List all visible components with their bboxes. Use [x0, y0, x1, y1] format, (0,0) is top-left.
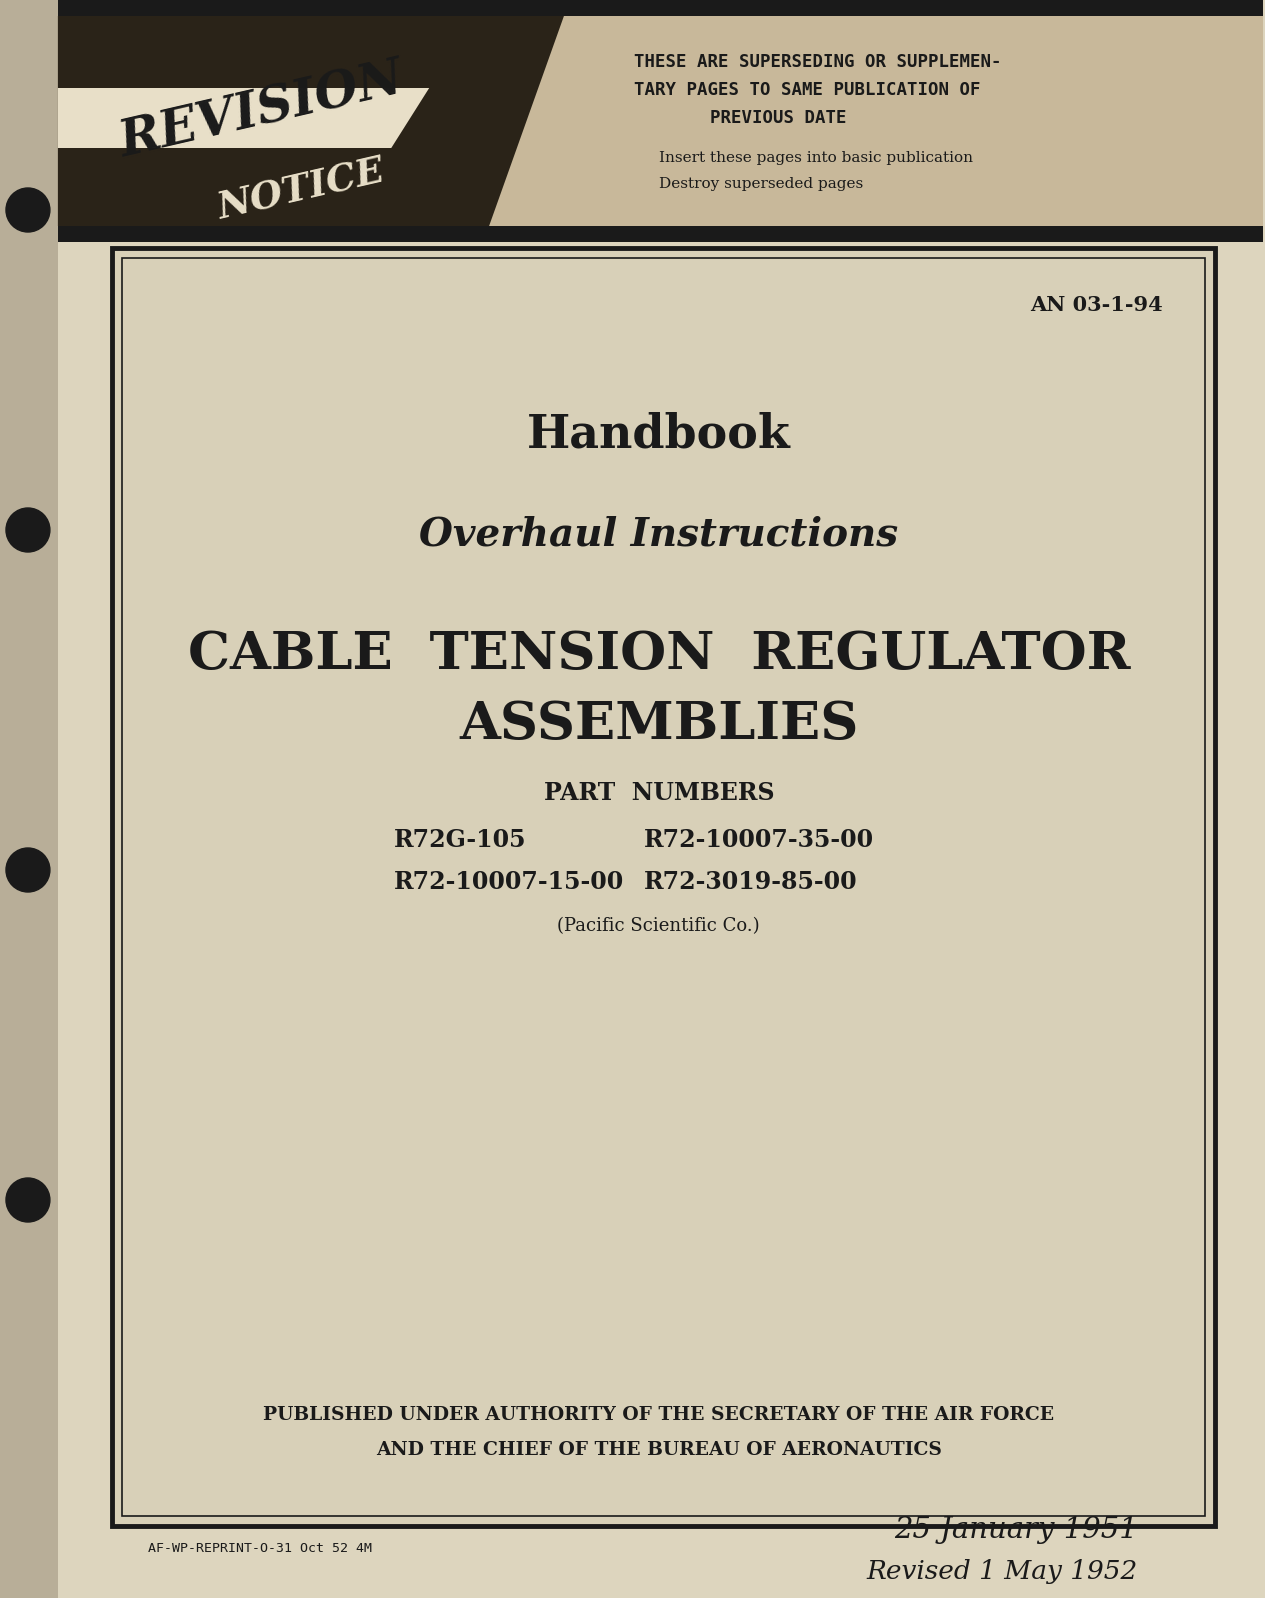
Bar — [111, 248, 1214, 1526]
Bar — [0, 0, 58, 1598]
Bar — [58, 0, 1262, 16]
Text: R72-10007-35-00: R72-10007-35-00 — [644, 828, 874, 852]
Text: AN 03-1-94: AN 03-1-94 — [1030, 296, 1163, 315]
Circle shape — [6, 849, 49, 892]
Polygon shape — [58, 88, 429, 149]
Text: R72-10007-15-00: R72-10007-15-00 — [395, 869, 625, 893]
Text: R72G-105: R72G-105 — [395, 828, 526, 852]
Text: PART  NUMBERS: PART NUMBERS — [544, 781, 774, 805]
Text: AF-WP-REPRINT-O-31 Oct 52 4M: AF-WP-REPRINT-O-31 Oct 52 4M — [148, 1542, 372, 1555]
Text: ASSEMBLIES: ASSEMBLIES — [459, 700, 859, 751]
Text: PUBLISHED UNDER AUTHORITY OF THE SECRETARY OF THE AIR FORCE: PUBLISHED UNDER AUTHORITY OF THE SECRETA… — [263, 1406, 1054, 1424]
Text: Handbook: Handbook — [528, 412, 791, 459]
Circle shape — [6, 508, 49, 551]
Circle shape — [6, 189, 49, 232]
Polygon shape — [58, 16, 564, 225]
Text: REVISION: REVISION — [115, 56, 409, 168]
Bar — [121, 257, 1204, 1517]
Text: Overhaul Instructions: Overhaul Instructions — [419, 516, 898, 555]
Text: AND THE CHIEF OF THE BUREAU OF AERONAUTICS: AND THE CHIEF OF THE BUREAU OF AERONAUTI… — [376, 1441, 941, 1459]
Bar — [58, 225, 1262, 241]
Text: 25 January 1951: 25 January 1951 — [894, 1517, 1137, 1544]
Text: Revised 1 May 1952: Revised 1 May 1952 — [867, 1560, 1137, 1585]
Text: THESE ARE SUPERSEDING OR SUPPLEMEN-: THESE ARE SUPERSEDING OR SUPPLEMEN- — [634, 53, 1002, 70]
Text: Destroy superseded pages: Destroy superseded pages — [659, 177, 863, 192]
Text: CABLE  TENSION  REGULATOR: CABLE TENSION REGULATOR — [187, 630, 1130, 681]
Text: (Pacific Scientific Co.): (Pacific Scientific Co.) — [558, 917, 760, 935]
Text: NOTICE: NOTICE — [215, 153, 390, 227]
Text: R72-3019-85-00: R72-3019-85-00 — [644, 869, 858, 893]
Text: PREVIOUS DATE: PREVIOUS DATE — [710, 109, 846, 126]
Text: TARY PAGES TO SAME PUBLICATION OF: TARY PAGES TO SAME PUBLICATION OF — [634, 81, 980, 99]
Bar — [58, 16, 1262, 225]
Circle shape — [6, 1178, 49, 1222]
Text: Insert these pages into basic publication: Insert these pages into basic publicatio… — [659, 150, 973, 165]
